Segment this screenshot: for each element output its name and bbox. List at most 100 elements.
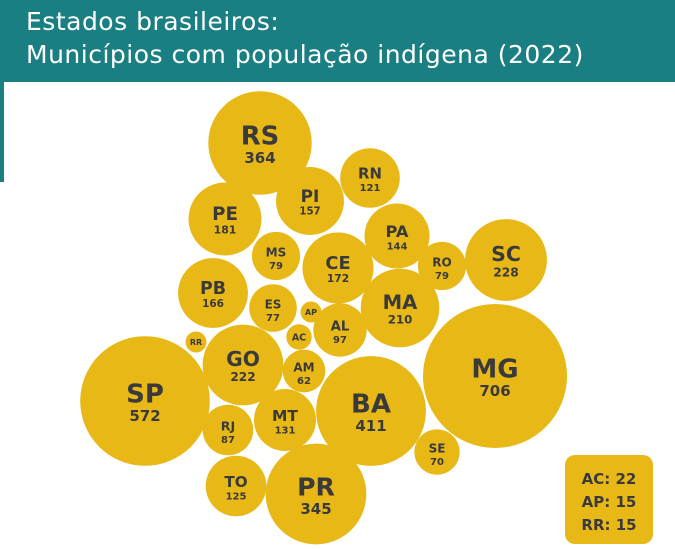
note-line-ac: AC: 22	[581, 470, 637, 488]
bubble-circle-rn	[340, 148, 400, 208]
bubble-circle-pb	[178, 258, 248, 328]
bubble-label-al: AL	[331, 320, 350, 335]
bubble-circle-al	[313, 303, 367, 357]
bubble-label-pi: PI	[301, 187, 320, 207]
bubble-label-pb: PB	[200, 279, 226, 299]
bubble-circle-ap	[300, 301, 322, 323]
bubble-label-sp: SP	[126, 379, 164, 409]
bubble-circle-sp	[80, 336, 210, 466]
bubble-value-ce: 172	[327, 272, 349, 285]
bubble-circle-pa	[364, 203, 430, 269]
bubble-circle-ba	[316, 356, 426, 466]
bubble-label-ro: RO	[432, 256, 452, 270]
bubble-label-am: AM	[293, 361, 314, 375]
bubble-circle-sc	[465, 219, 547, 301]
bubble-value-sc: 228	[493, 265, 519, 279]
bubble-value-ma: 210	[388, 313, 413, 327]
small-values-note: AC: 22 AP: 15 RR: 15	[565, 455, 653, 544]
bubble-value-pr: 345	[300, 500, 331, 518]
bubble-label-ce: CE	[325, 254, 350, 274]
bubble-circle-rs	[208, 91, 312, 195]
bubble-label-ap: AP	[305, 308, 317, 317]
bubble-circle-rr	[185, 331, 207, 353]
bubble-circle-es	[249, 284, 297, 332]
bubble-circle-to	[205, 455, 267, 517]
bubble-label-mg: MG	[471, 354, 518, 384]
bubble-ac: AC	[286, 324, 312, 350]
bubble-value-am: 62	[297, 376, 311, 387]
bubble-value-ro: 79	[435, 271, 449, 282]
bubble-circle-pr	[265, 443, 367, 545]
bubble-value-pb: 166	[202, 298, 224, 310]
bubble-label-sc: SC	[491, 242, 521, 266]
bubble-label-pa: PA	[386, 222, 409, 241]
bubble-value-mt: 131	[275, 425, 296, 436]
bubble-circle-ac	[286, 324, 312, 350]
bubble-circle-ms	[251, 231, 301, 281]
bubble-label-se: SE	[429, 442, 446, 456]
bubble-label-ma: MA	[383, 291, 419, 314]
bubble-label-pr: PR	[297, 472, 335, 501]
bubble-label-rs: RS	[241, 121, 280, 151]
header-banner: Estados brasileiros: Municípios com popu…	[0, 0, 675, 82]
bubble-ap: AP	[300, 301, 322, 323]
bubble-label-ms: MS	[266, 246, 287, 260]
bubble-value-ba: 411	[355, 417, 386, 435]
bubble-value-rj: 87	[221, 435, 235, 446]
bubble-value-to: 125	[226, 491, 247, 502]
bubble-circle-mg	[423, 304, 567, 448]
bubble-value-go: 222	[230, 370, 255, 384]
bubble-circle-ma	[360, 268, 440, 348]
bubble-value-sp: 572	[129, 407, 160, 425]
note-line-ap: AP: 15	[581, 493, 637, 511]
bubble-circle-mt	[253, 388, 317, 452]
bubble-label-ba: BA	[351, 389, 391, 419]
bubble-value-mg: 706	[479, 382, 510, 400]
bubble-circle-se	[414, 429, 460, 475]
bubble-circle-ro	[417, 241, 467, 291]
bubble-rr: RR	[185, 331, 207, 353]
header-accent-bar	[0, 82, 4, 182]
bubble-label-to: TO	[224, 473, 247, 491]
bubble-value-pe: 181	[214, 224, 237, 237]
bubble-circle-am	[282, 349, 326, 393]
bubble-label-rr: RR	[190, 338, 202, 347]
bubble-value-pi: 157	[299, 207, 320, 218]
bubble-circle-pe	[188, 182, 262, 256]
bubble-label-es: ES	[265, 298, 282, 312]
bubble-value-se: 70	[430, 457, 444, 468]
bubble-label-rj: RJ	[221, 419, 235, 434]
bubble-circle-go	[202, 324, 284, 406]
chart-title-line-1: Estados brasileiros:	[26, 7, 280, 36]
bubble-label-go: GO	[226, 347, 260, 371]
bubble-label-mt: MT	[272, 407, 298, 425]
bubble-circle-ce	[302, 232, 374, 304]
bubble-value-rs: 364	[244, 149, 275, 167]
bubble-value-rn: 121	[360, 183, 381, 194]
bubble-circle-pi	[276, 167, 344, 235]
bubble-label-ac: AC	[292, 332, 306, 343]
chart-title-line-2: Municípios com população indígena (2022)	[26, 40, 584, 69]
bubble-value-es: 77	[266, 313, 280, 324]
bubble-value-ms: 79	[269, 261, 283, 272]
